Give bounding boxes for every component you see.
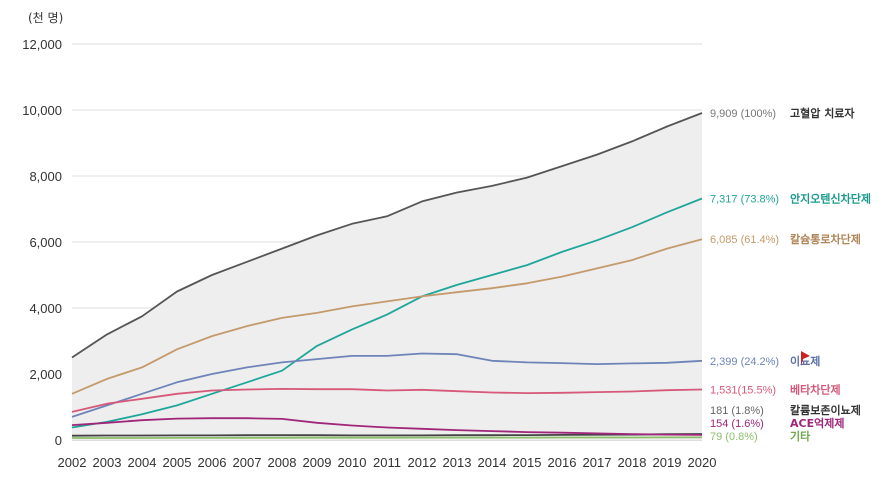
x-tick-label: 2019 <box>653 455 682 470</box>
series-end-value: 181 (1.8%) <box>710 405 764 417</box>
y-tick-label: 0 <box>55 433 62 448</box>
y-tick-label: 6,000 <box>29 235 62 250</box>
series-end-name: 안지오텐신차단제 <box>790 192 871 206</box>
total-area <box>72 113 702 440</box>
series-end-name: 베타차단제 <box>790 382 841 396</box>
x-tick-label: 2015 <box>513 455 542 470</box>
series-end-value: 9,909 (100%) <box>710 108 776 120</box>
total-area-fill <box>72 113 702 440</box>
y-tick-label: 2,000 <box>29 367 62 382</box>
x-tick-label: 2005 <box>163 455 192 470</box>
y-axis-ticks: 0 2,000 4,000 6,000 8,000 10,000 12,000 <box>22 37 62 448</box>
series-end-value: 79 (0.8%) <box>710 431 758 443</box>
series-end-name: 칼슘통로차단제 <box>790 232 861 246</box>
x-tick-label: 2008 <box>268 455 297 470</box>
series-end-value: 2,399 (24.2%) <box>710 356 779 368</box>
x-tick-label: 2002 <box>58 455 87 470</box>
y-tick-label: 12,000 <box>22 37 62 52</box>
y-tick-label: 10,000 <box>22 103 62 118</box>
series-line <box>72 436 702 439</box>
x-tick-label: 2004 <box>128 455 157 470</box>
y-unit-label: (천 명) <box>28 10 63 25</box>
series-end-name: ACE억제제 <box>790 416 844 430</box>
series-end-value: 7,317 (73.8%) <box>710 194 779 206</box>
series-line <box>71 238 703 395</box>
x-tick-label: 2012 <box>408 455 437 470</box>
series-line <box>71 433 703 437</box>
end-labels: 9,909 (100%) 고혈압 치료자 7,317 (73.8%) 안지오텐신차단제… <box>710 106 871 443</box>
x-tick-label: 2003 <box>93 455 122 470</box>
x-tick-label: 2010 <box>338 455 367 470</box>
x-tick-label: 2006 <box>198 455 227 470</box>
series-line <box>71 352 703 418</box>
series-line <box>71 112 703 359</box>
x-tick-label: 2007 <box>233 455 262 470</box>
x-tick-label: 2014 <box>478 455 507 470</box>
series-end-value: 6,085 (61.4%) <box>710 234 779 246</box>
x-tick-label: 2020 <box>688 455 717 470</box>
series-end-value: 154 (1.6%) <box>710 418 764 430</box>
y-tick-label: 8,000 <box>29 169 62 184</box>
series-end-value: 1,531(15.5%) <box>710 384 776 396</box>
series-end-name: 이뇨제 <box>790 354 820 368</box>
series-end-name: 칼륨보존이뇨제 <box>790 403 861 417</box>
series-end-name: 기타 <box>790 429 811 443</box>
series-line <box>71 417 703 436</box>
mouse-cursor-icon <box>801 351 810 366</box>
series-line <box>71 387 703 413</box>
x-tick-label: 2018 <box>618 455 647 470</box>
x-tick-label: 2011 <box>373 455 401 470</box>
x-tick-label: 2017 <box>583 455 612 470</box>
x-tick-label: 2016 <box>548 455 577 470</box>
y-tick-label: 4,000 <box>29 301 62 316</box>
x-axis-ticks: 2002 2003 2004 2005 2006 2007 2008 2009 2010 2011… <box>58 455 717 470</box>
series-line <box>71 197 703 429</box>
x-tick-label: 2009 <box>303 455 332 470</box>
x-tick-label: 2013 <box>443 455 472 470</box>
series-lines <box>71 112 703 439</box>
series-end-name: 고혈압 치료자 <box>790 106 855 120</box>
